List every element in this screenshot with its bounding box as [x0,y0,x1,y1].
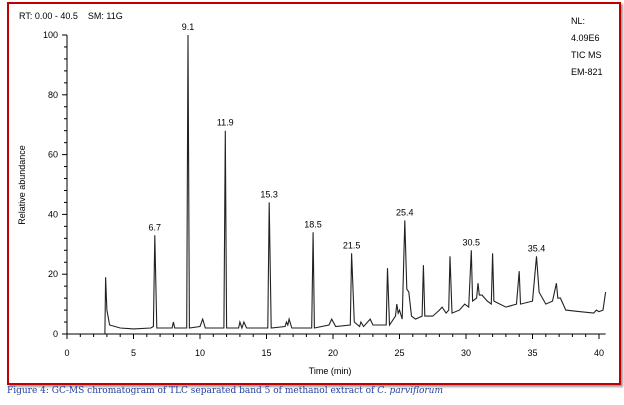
y-tick-label: 100 [43,30,58,40]
tic-trace-line [104,34,607,335]
y-tick-label: 40 [48,209,58,219]
y-tick-label: 80 [48,90,58,100]
peak-label: 18.5 [304,219,322,229]
peak-label: 6.7 [149,222,162,232]
y-tick-label: 20 [48,269,58,279]
x-tick-label: 20 [328,348,338,358]
x-axis-label: Time (min) [309,366,352,376]
x-tick-label: 25 [394,348,404,358]
header-left: RT: 0.00 - 40.5 SM: 11G [19,11,123,21]
caption-species: C. parviflorum [377,386,443,396]
peak-label: 35.4 [528,243,546,253]
y-axis-label: Relative abundance [17,145,27,225]
peak-label: 21.5 [343,240,361,250]
x-tick-label: 10 [195,348,205,358]
x-tick-label: 40 [594,348,604,358]
y-tick-label: 60 [48,150,58,160]
x-tick-label: 15 [261,348,271,358]
header-nl: NL: [571,16,585,26]
y-tick-label: 0 [53,329,58,339]
figure-caption: Figure 4: GC-MS chromatogram of TLC sepa… [7,386,443,396]
peak-label: 15.3 [260,189,278,199]
x-tick-label: 35 [527,348,537,358]
header-nl-value: 4.09E6 [571,33,600,43]
x-tick-label: 30 [461,348,471,358]
header-sample: EM-821 [571,67,603,77]
x-tick-label: 5 [131,348,136,358]
peak-label: 30.5 [463,237,481,247]
peak-label: 11.9 [217,118,234,128]
peak-label: 9.1 [182,22,195,32]
peak-label: 25.4 [396,207,414,217]
caption-text: Figure 4: GC-MS chromatogram of TLC sepa… [7,386,378,396]
header-scan: TIC MS [571,50,602,60]
x-tick-label: 0 [64,348,69,358]
